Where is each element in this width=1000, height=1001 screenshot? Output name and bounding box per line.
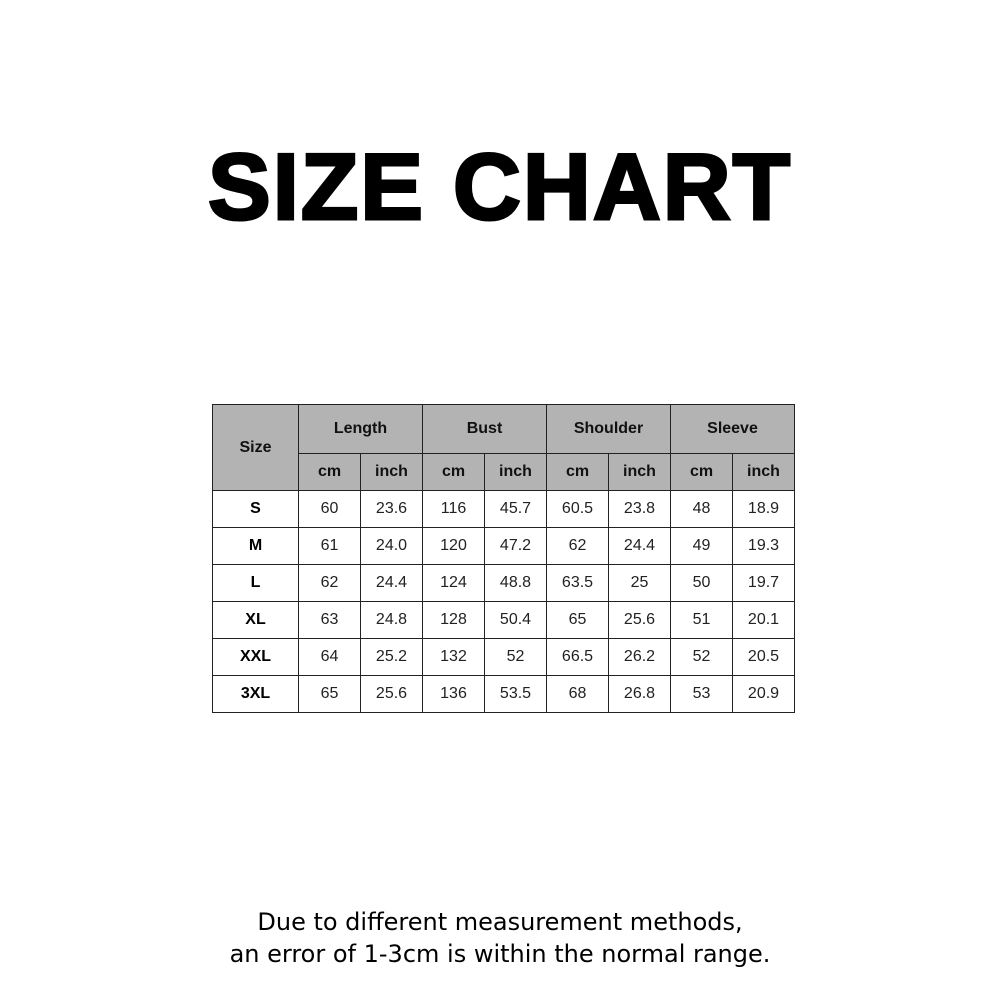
unit-header: inch [608, 453, 671, 491]
value-cell: 19.3 [732, 527, 795, 565]
value-cell: 20.1 [732, 601, 795, 639]
value-cell: 128 [422, 601, 485, 639]
unit-header: inch [732, 453, 795, 491]
footer-line-1: Due to different measurement methods, [257, 908, 743, 936]
unit-header: cm [298, 453, 361, 491]
value-cell: 49 [670, 527, 733, 565]
unit-header: cm [670, 453, 733, 491]
value-cell: 53 [670, 675, 733, 713]
size-cell: XL [212, 601, 299, 639]
size-cell: S [212, 490, 299, 528]
size-header: Size [212, 404, 299, 491]
value-cell: 25.2 [360, 638, 423, 676]
value-cell: 124 [422, 564, 485, 602]
header-row-units: cm inch cm inch cm inch cm inch [213, 453, 795, 491]
header-row-groups: Size Length Bust Shoulder Sleeve [212, 404, 795, 491]
value-cell: 24.4 [360, 564, 423, 602]
unit-header: cm [546, 453, 609, 491]
value-cell: 48 [670, 490, 733, 528]
value-cell: 63.5 [546, 564, 609, 602]
table-row: 3XL 65 25.6 136 53.5 68 26.8 53 20.9 [212, 675, 795, 713]
value-cell: 18.9 [732, 490, 795, 528]
value-cell: 60.5 [546, 490, 609, 528]
value-cell: 120 [422, 527, 485, 565]
value-cell: 65 [546, 601, 609, 639]
table-row: M 61 24.0 120 47.2 62 24.4 49 19.3 [212, 527, 795, 565]
value-cell: 132 [422, 638, 485, 676]
size-table: Size Length Bust Shoulder Sleeve cm inch cm inch… [212, 404, 795, 713]
value-cell: 64 [298, 638, 361, 676]
unit-header: cm [422, 453, 485, 491]
group-header: Shoulder [546, 404, 671, 454]
value-cell: 60 [298, 490, 361, 528]
value-cell: 25.6 [360, 675, 423, 713]
value-cell: 20.5 [732, 638, 795, 676]
value-cell: 52 [670, 638, 733, 676]
value-cell: 19.7 [732, 564, 795, 602]
value-cell: 23.6 [360, 490, 423, 528]
value-cell: 26.2 [608, 638, 671, 676]
size-cell: L [212, 564, 299, 602]
value-cell: 116 [422, 490, 485, 528]
footer-note: Due to different measurement methods, an… [0, 906, 1000, 970]
value-cell: 26.8 [608, 675, 671, 713]
value-cell: 24.0 [360, 527, 423, 565]
value-cell: 23.8 [608, 490, 671, 528]
table-row: S 60 23.6 116 45.7 60.5 23.8 48 18.9 [212, 490, 795, 528]
value-cell: 62 [298, 564, 361, 602]
group-header: Bust [422, 404, 547, 454]
value-cell: 62 [546, 527, 609, 565]
value-cell: 52 [484, 638, 547, 676]
size-cell: M [212, 527, 299, 565]
size-cell: 3XL [212, 675, 299, 713]
table-row: L 62 24.4 124 48.8 63.5 25 50 19.7 [212, 564, 795, 602]
table-row: XL 63 24.8 128 50.4 65 25.6 51 20.1 [212, 601, 795, 639]
unit-header: inch [484, 453, 547, 491]
group-header: Sleeve [670, 404, 795, 454]
value-cell: 24.4 [608, 527, 671, 565]
value-cell: 50 [670, 564, 733, 602]
value-cell: 66.5 [546, 638, 609, 676]
value-cell: 68 [546, 675, 609, 713]
value-cell: 50.4 [484, 601, 547, 639]
table-row: XXL 64 25.2 132 52 66.5 26.2 52 20.5 [212, 638, 795, 676]
value-cell: 48.8 [484, 564, 547, 602]
footer-line-2: an error of 1-3cm is within the normal r… [229, 940, 771, 968]
value-cell: 53.5 [484, 675, 547, 713]
value-cell: 61 [298, 527, 361, 565]
value-cell: 63 [298, 601, 361, 639]
value-cell: 136 [422, 675, 485, 713]
value-cell: 25 [608, 564, 671, 602]
value-cell: 51 [670, 601, 733, 639]
value-cell: 47.2 [484, 527, 547, 565]
value-cell: 25.6 [608, 601, 671, 639]
value-cell: 65 [298, 675, 361, 713]
group-header: Length [298, 404, 423, 454]
size-cell: XXL [212, 638, 299, 676]
value-cell: 45.7 [484, 490, 547, 528]
unit-header: inch [360, 453, 423, 491]
value-cell: 24.8 [360, 601, 423, 639]
value-cell: 20.9 [732, 675, 795, 713]
page-title: SIZE CHART [207, 133, 792, 241]
